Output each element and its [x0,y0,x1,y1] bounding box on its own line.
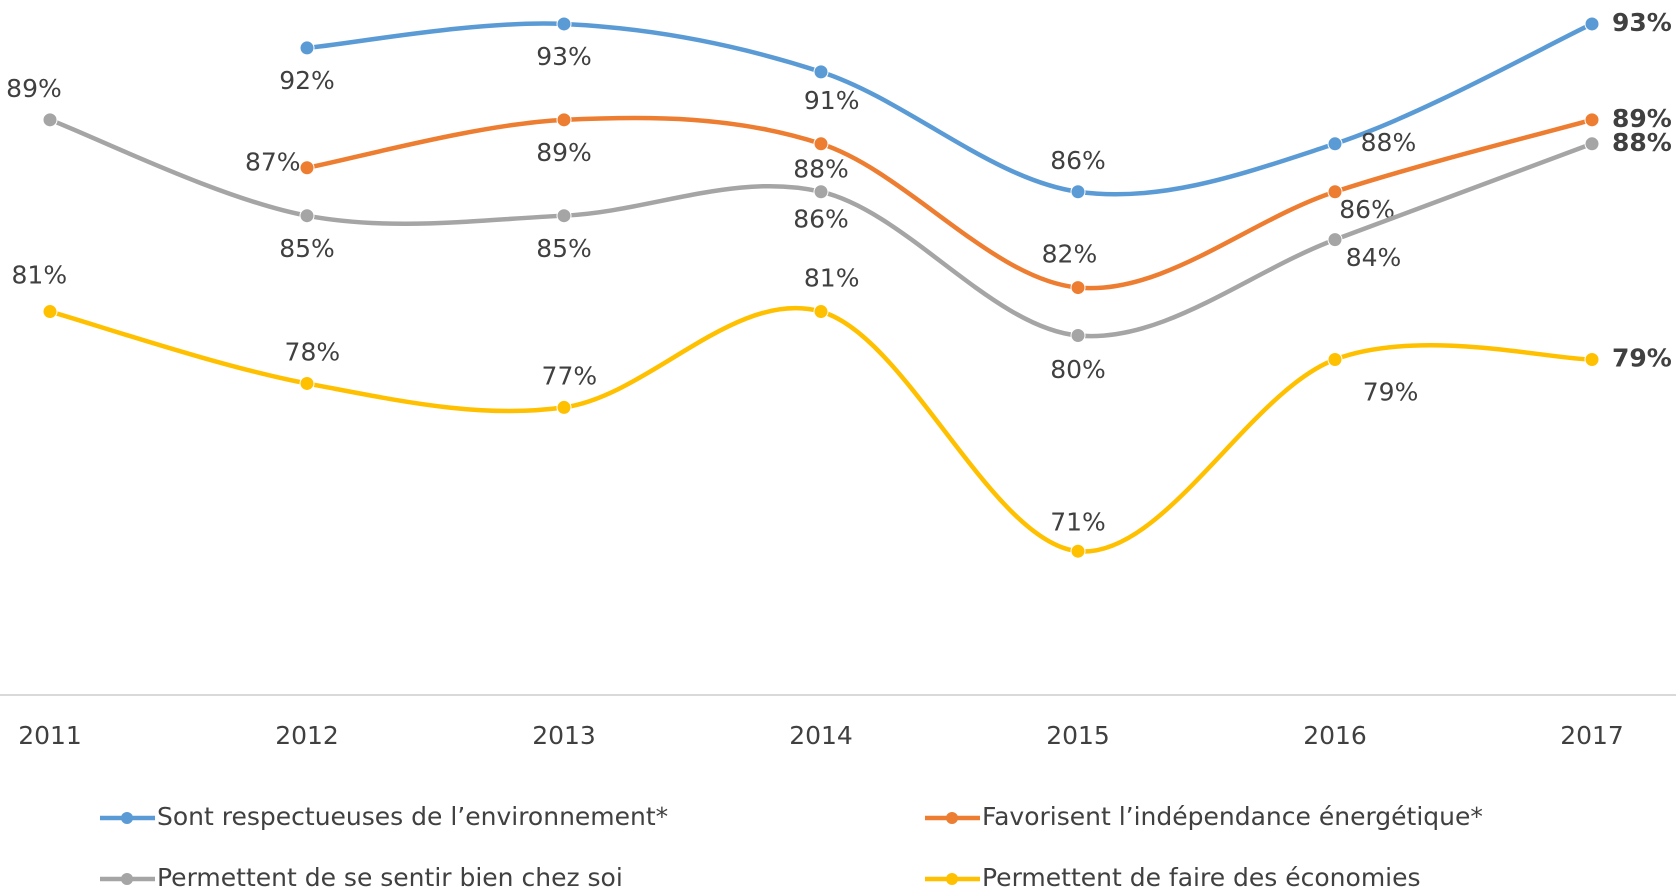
point [42,304,58,320]
point [299,160,315,176]
value-label: 88% [1612,128,1672,157]
series-line [47,305,1595,554]
point [1070,328,1086,344]
point [556,399,572,415]
x-tick-label: 2015 [1046,721,1110,750]
value-label: 81% [12,260,68,289]
value-label: 85% [279,234,335,263]
series-line [304,115,1595,291]
legend-marker [121,873,133,885]
x-tick-label: 2017 [1560,721,1624,750]
point [299,375,315,391]
value-label: 87% [245,147,301,176]
value-label: 80% [1050,355,1106,384]
value-label: 91% [804,86,860,115]
value-label: 92% [279,66,335,95]
value-label: 79% [1363,378,1419,407]
point [1070,184,1086,200]
point [1070,543,1086,559]
series-line [304,21,1595,197]
value-label: 85% [536,234,592,263]
point [1327,232,1343,248]
value-label: 86% [793,205,849,234]
point [1584,351,1600,367]
point [1327,351,1343,367]
value-label: 77% [542,361,598,390]
point [1584,112,1600,128]
point [1327,136,1343,152]
value-label: 88% [793,155,849,184]
point [1584,16,1600,32]
value-label: 93% [1612,8,1672,37]
legend-label: Permettent de se sentir bien chez soi [157,863,623,892]
value-label: 89% [1612,104,1672,133]
point [42,112,58,128]
point [813,184,829,200]
x-tick-label: 2014 [789,721,853,750]
legend-label: Permettent de faire des économies [982,863,1421,892]
x-tick-label: 2012 [275,721,339,750]
x-tick-label: 2016 [1303,721,1367,750]
value-label: 93% [536,42,592,71]
point [556,208,572,224]
legend-label: Sont respectueuses de l’environnement* [157,802,668,831]
value-label: 88% [1361,128,1417,157]
point [299,40,315,56]
point [299,208,315,224]
value-label: 71% [1050,507,1106,536]
point [556,112,572,128]
point [1070,280,1086,296]
legend-marker [946,812,958,824]
point [1584,136,1600,152]
value-label: 82% [1042,240,1098,269]
value-label: 79% [1612,343,1672,372]
value-label: 89% [6,74,62,103]
value-label: 89% [536,138,592,167]
value-label: 86% [1050,146,1106,175]
point [556,16,572,32]
value-label: 81% [804,263,860,292]
point [813,304,829,320]
point [813,64,829,80]
x-tick-label: 2011 [18,721,82,750]
point [1327,184,1343,200]
legend-marker [946,873,958,885]
value-label: 78% [285,338,341,367]
point [813,136,829,152]
x-tick-label: 2013 [532,721,596,750]
legend-marker [121,812,133,824]
legend-label: Favorisent l’indépendance énergétique* [982,802,1483,831]
value-label: 84% [1346,243,1402,272]
